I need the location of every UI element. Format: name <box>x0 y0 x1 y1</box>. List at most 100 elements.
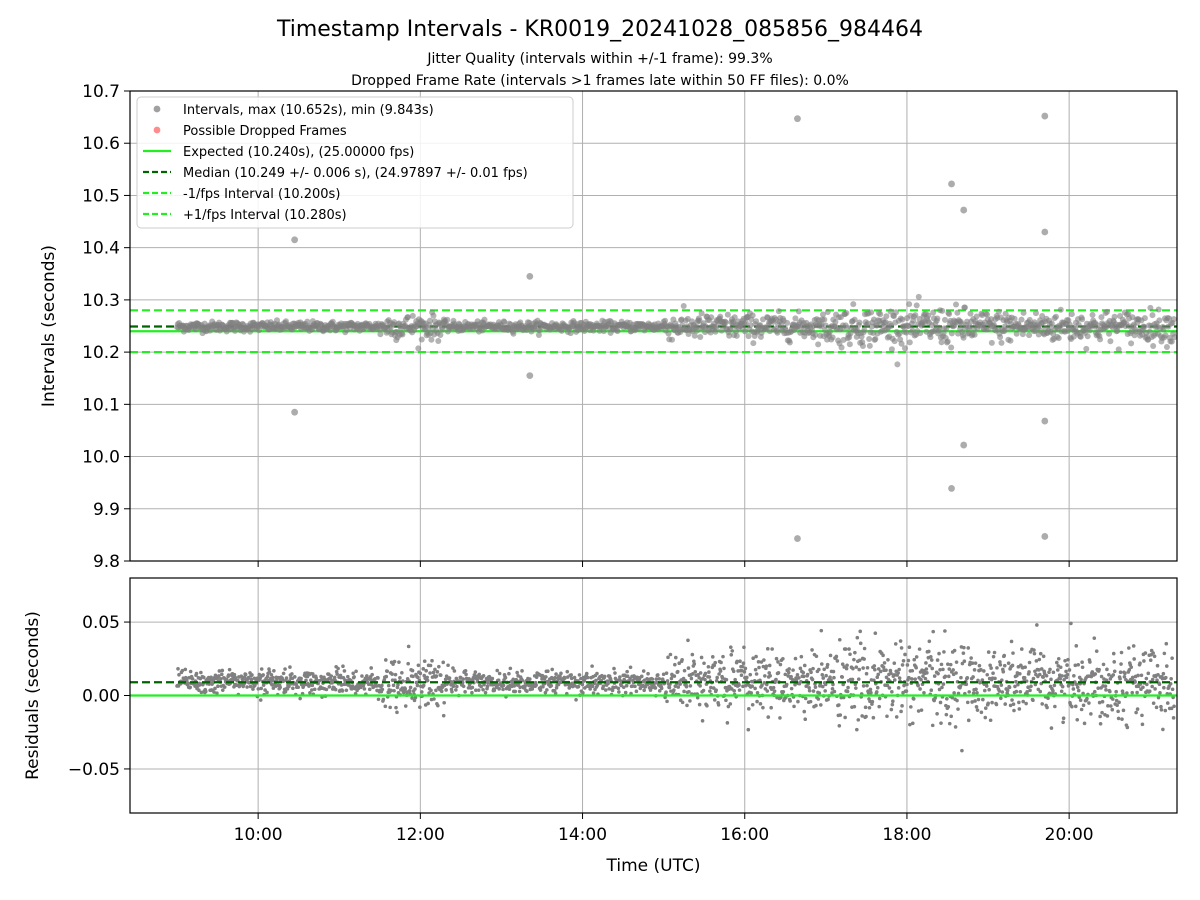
residual-point-1843 <box>1072 673 1076 678</box>
residual-point-1348 <box>831 682 835 687</box>
interval-point-955 <box>832 318 839 325</box>
residual-point-2020 <box>1158 691 1162 695</box>
residual-point-769 <box>549 683 554 688</box>
residual-point-74 <box>211 680 215 685</box>
interval-point-1090 <box>925 312 932 319</box>
residual-point-1739 <box>1021 699 1026 704</box>
interval-point-759 <box>697 333 704 340</box>
residual-point-1190 <box>754 654 758 659</box>
residual-point-1193 <box>755 690 760 695</box>
residual-point-1576 <box>942 650 946 654</box>
interval-point-1056 <box>901 345 908 352</box>
residual-point-1076 <box>698 671 703 675</box>
residuals-points <box>175 621 1176 753</box>
residuals-panel: −0.05 0.00 0.05 10:00 12:00 14:00 16:00 18:00 2… <box>23 577 1178 876</box>
residual-point-1945 <box>1121 708 1126 713</box>
residual-point-1245 <box>781 656 785 661</box>
residual-point-662 <box>497 687 501 691</box>
residual-point-1283 <box>799 654 804 659</box>
residual-point-1635 <box>970 661 975 665</box>
residual-point-452 <box>395 710 399 715</box>
residual-point-1781 <box>1041 654 1046 659</box>
interval-point-799 <box>724 311 731 318</box>
interval-point-809 <box>731 314 738 321</box>
residual-point-1759 <box>1031 698 1035 703</box>
residual-point-1861 <box>1080 665 1085 670</box>
interval-point-889 <box>786 339 793 346</box>
residual-point-1641 <box>973 661 978 665</box>
residual-point-1935 <box>1116 716 1121 721</box>
residual-point-1182 <box>750 684 754 689</box>
interval-point-885 <box>784 319 791 326</box>
residual-point-1722 <box>1013 684 1017 689</box>
residual-point-1713 <box>1008 703 1013 708</box>
residual-point-1673 <box>989 666 993 670</box>
residual-point-1192 <box>755 699 759 704</box>
residual-point-1853 <box>1076 688 1081 693</box>
residual-point-1898 <box>1098 722 1103 726</box>
residual-point-1215 <box>766 715 771 719</box>
residual-point-1652 <box>979 667 983 672</box>
interval-point-825 <box>742 319 749 326</box>
interval-point-1114 <box>941 316 948 323</box>
interval-point-751 <box>691 332 698 339</box>
residual-point-362 <box>351 671 355 676</box>
residual-point-1526 <box>917 647 922 651</box>
interval-outlier-2 <box>526 272 534 280</box>
residual-point-1490 <box>900 704 904 708</box>
residual-point-2022 <box>1159 704 1163 709</box>
residual-point-1174 <box>746 727 751 732</box>
interval-point-1037 <box>888 346 895 353</box>
residual-point-941 <box>633 684 637 689</box>
residual-point-886 <box>606 681 610 686</box>
residual-point-1774 <box>1038 689 1043 694</box>
residual-point-918 <box>621 685 626 690</box>
legend-item-4: -1/fps Interval (10.200s) <box>143 187 340 202</box>
residual-point-613 <box>473 670 478 674</box>
residual-point-1593 <box>950 695 954 700</box>
legend-label-5: +1/fps Interval (10.280s) <box>183 208 347 223</box>
residual-point-1024 <box>673 684 678 688</box>
intervals-plot-frame <box>129 90 1178 562</box>
residual-point-1613 <box>960 748 964 753</box>
residual-point-1511 <box>910 668 915 673</box>
residual-point-476 <box>406 644 411 649</box>
residual-point-1474 <box>892 661 897 666</box>
residual-point-1934 <box>1116 709 1120 714</box>
interval-point-1103 <box>934 315 941 322</box>
residual-point-1636 <box>971 675 975 679</box>
residual-point-1114 <box>717 672 721 676</box>
residual-point-1005 <box>664 690 668 694</box>
residual-point-82 <box>215 691 219 695</box>
residual-point-631 <box>482 682 486 687</box>
residual-point-448 <box>393 678 397 682</box>
residual-point-1014 <box>668 652 673 657</box>
residual-point-1893 <box>1096 686 1100 690</box>
residual-point-658 <box>495 668 500 673</box>
residual-point-1908 <box>1103 684 1108 688</box>
residual-point-1643 <box>974 705 979 709</box>
intervals-points <box>174 112 1178 542</box>
residual-point-509 <box>422 659 427 664</box>
interval-point-1175 <box>984 311 991 318</box>
residual-point-1071 <box>696 672 700 677</box>
interval-point-475 <box>501 319 508 326</box>
residual-point-1911 <box>1105 667 1109 672</box>
residual-point-1549 <box>928 655 933 659</box>
residual-point-1627 <box>966 718 971 723</box>
residual-point-1816 <box>1058 665 1063 670</box>
residual-point-908 <box>617 690 621 694</box>
residual-point-1790 <box>1046 696 1050 701</box>
residual-point-1140 <box>729 687 734 691</box>
legend-box <box>136 96 574 229</box>
interval-point-1352 <box>1106 330 1113 337</box>
residual-point-1055 <box>688 684 693 688</box>
residual-point-40 <box>194 671 199 676</box>
residual-point-1419 <box>865 665 870 670</box>
residual-point-156 <box>251 687 255 691</box>
residual-point-552 <box>443 677 448 682</box>
interval-point-446 <box>481 316 488 323</box>
residual-point-760 <box>545 688 549 692</box>
residual-point-275 <box>309 678 313 682</box>
